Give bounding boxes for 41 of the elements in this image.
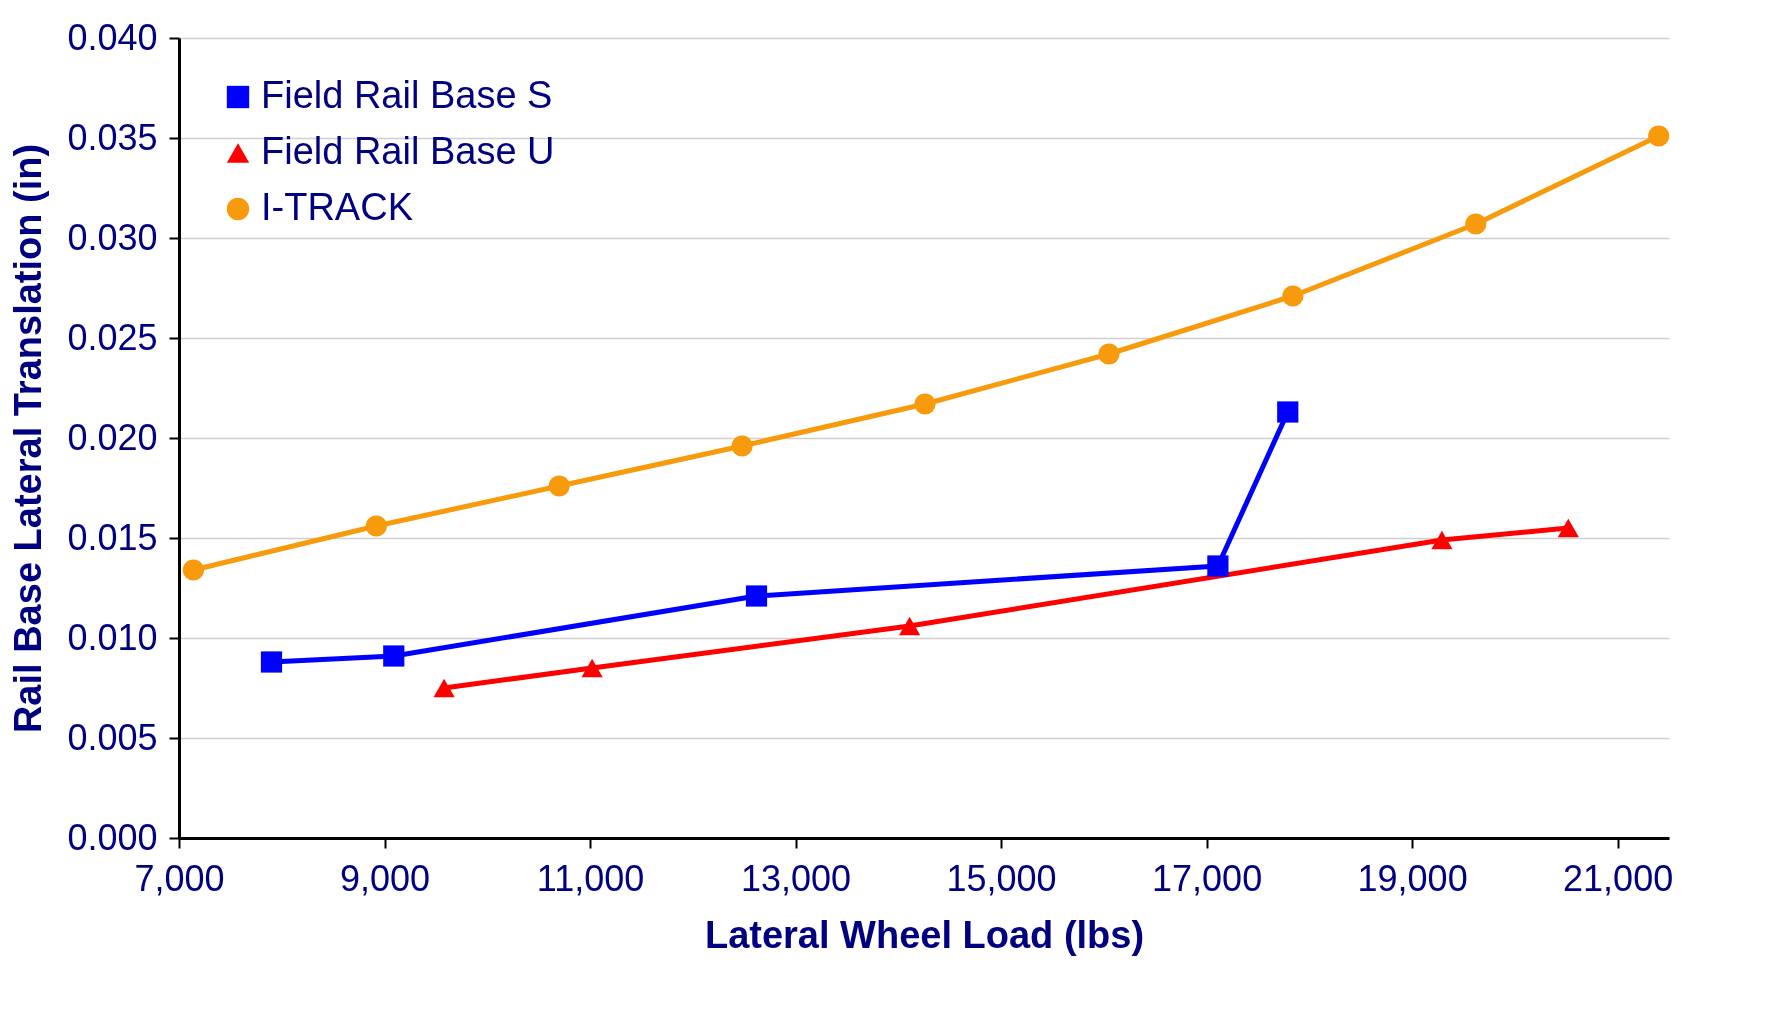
point xyxy=(1648,125,1670,147)
x-tick-label: 13,000 xyxy=(741,857,852,899)
point xyxy=(1098,343,1120,365)
x-axis-title: Lateral Wheel Load (lbs) xyxy=(704,913,1145,956)
y-tick-label: 0.010 xyxy=(67,616,158,658)
y-tick-label: 0.040 xyxy=(67,16,158,58)
y-tick-label: 0.030 xyxy=(67,216,158,258)
point xyxy=(433,678,455,698)
point xyxy=(731,435,753,457)
point xyxy=(1557,518,1579,538)
point xyxy=(1431,530,1453,550)
point xyxy=(1282,285,1304,307)
point xyxy=(365,515,387,537)
point xyxy=(914,393,936,415)
x-tick-label: 21,000 xyxy=(1563,857,1674,899)
y-tick-label: 0.035 xyxy=(67,116,158,158)
x-tick-label: 11,000 xyxy=(536,857,645,899)
legend-label: I-TRACK xyxy=(261,186,413,228)
point xyxy=(581,658,603,678)
y-tick-label: 0.015 xyxy=(67,516,158,558)
y-tick-label: 0.020 xyxy=(67,416,158,458)
point xyxy=(548,475,570,497)
y-tick-label: 0.025 xyxy=(67,316,158,358)
x-tick-label: 15,000 xyxy=(946,857,1057,899)
point xyxy=(1207,555,1229,577)
x-tick-label: 19,000 xyxy=(1357,857,1468,899)
point xyxy=(260,651,283,673)
x-tick-label: 7,000 xyxy=(134,857,225,899)
legend-label: Field Rail Base U xyxy=(261,130,555,172)
y-tick-label: 0.005 xyxy=(67,716,158,758)
y-tick-label: 0.000 xyxy=(67,816,158,858)
legend-label: Field Rail Base S xyxy=(261,74,553,116)
x-tick-label: 17,000 xyxy=(1152,857,1263,899)
point xyxy=(1465,213,1487,235)
x-tick-label: 9,000 xyxy=(339,857,431,899)
y-axis-title: Rail Base Lateral Translation (in) xyxy=(7,143,50,734)
point xyxy=(182,559,204,581)
point xyxy=(383,645,405,667)
point xyxy=(1277,401,1299,423)
point xyxy=(745,585,768,607)
point xyxy=(899,616,921,636)
